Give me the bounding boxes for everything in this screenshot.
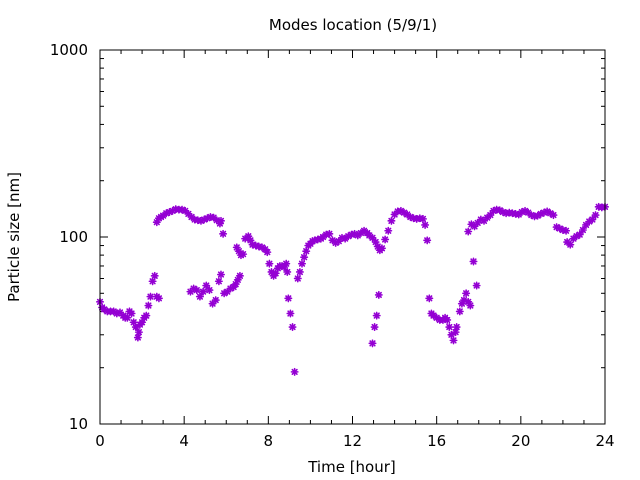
data-point	[443, 315, 452, 324]
data-point	[575, 230, 584, 239]
data-point	[449, 336, 458, 345]
data-point	[154, 294, 163, 303]
data-point	[466, 301, 475, 310]
x-tick-label: 12	[343, 432, 362, 450]
data-point	[146, 292, 155, 301]
data-point	[473, 218, 482, 227]
chart-title: Modes location (5/9/1)	[269, 16, 437, 34]
data-point	[214, 277, 223, 286]
data-point	[142, 311, 151, 320]
plot-frame	[99, 49, 606, 425]
data-point	[368, 233, 377, 242]
data-point	[447, 330, 456, 339]
data-point	[418, 214, 427, 223]
data-point	[284, 294, 293, 303]
data-points	[96, 202, 610, 376]
data-point	[302, 247, 311, 256]
data-point	[374, 290, 383, 299]
y-tick-label: 10	[69, 415, 88, 433]
data-point	[451, 328, 460, 337]
data-point	[588, 215, 597, 224]
data-point	[370, 323, 379, 332]
data-point	[549, 211, 558, 220]
y-tick-label: 1000	[50, 41, 88, 59]
data-point	[144, 301, 153, 310]
x-tick-label: 8	[264, 432, 274, 450]
data-point	[295, 267, 304, 276]
x-tick-label: 4	[179, 432, 189, 450]
x-tick-label: 24	[595, 432, 614, 450]
data-point	[219, 229, 228, 238]
data-point	[591, 211, 600, 220]
data-point	[202, 281, 211, 290]
data-point	[464, 227, 473, 236]
data-point	[533, 211, 542, 220]
x-tick-label: 0	[95, 432, 105, 450]
data-point	[421, 220, 430, 229]
data-point	[566, 240, 575, 249]
data-point	[387, 216, 396, 225]
data-point	[123, 313, 132, 322]
data-point	[200, 215, 209, 224]
data-point	[184, 209, 193, 218]
data-point	[127, 309, 136, 318]
data-point	[462, 289, 471, 298]
data-point	[283, 267, 292, 276]
data-point	[239, 250, 248, 259]
x-axis-label: Time [hour]	[307, 458, 396, 476]
data-point	[216, 270, 225, 279]
x-tick-label: 20	[511, 432, 530, 450]
data-point	[192, 286, 201, 295]
data-point	[469, 257, 478, 266]
data-point	[150, 271, 159, 280]
data-point	[384, 226, 393, 235]
y-tick-label: 100	[59, 228, 88, 246]
data-point	[263, 248, 272, 257]
data-point	[282, 259, 291, 268]
data-point	[148, 277, 157, 286]
data-point	[455, 307, 464, 316]
data-point	[216, 216, 225, 225]
data-point	[205, 286, 214, 295]
data-point	[578, 226, 587, 235]
data-point	[377, 244, 386, 253]
data-point	[368, 339, 377, 348]
data-point	[195, 292, 204, 301]
data-point	[372, 311, 381, 320]
data-point	[297, 259, 307, 268]
data-point	[290, 367, 299, 376]
data-point	[423, 236, 432, 245]
data-point	[235, 271, 244, 280]
data-point	[286, 309, 295, 318]
data-point	[425, 294, 434, 303]
data-point	[265, 259, 274, 268]
data-point	[199, 287, 208, 296]
y-axis-label: Particle size [nm]	[5, 172, 23, 302]
data-point	[452, 323, 461, 332]
data-point	[288, 323, 297, 332]
data-point	[134, 328, 143, 337]
x-tick-label: 16	[427, 432, 446, 450]
data-point	[133, 333, 142, 342]
data-point	[211, 296, 220, 305]
data-point	[300, 253, 309, 262]
data-point	[131, 323, 140, 332]
data-point	[293, 274, 302, 283]
data-point	[472, 281, 481, 290]
data-point	[381, 235, 390, 244]
data-point	[325, 229, 334, 238]
data-point	[562, 226, 571, 235]
data-point	[445, 323, 454, 332]
